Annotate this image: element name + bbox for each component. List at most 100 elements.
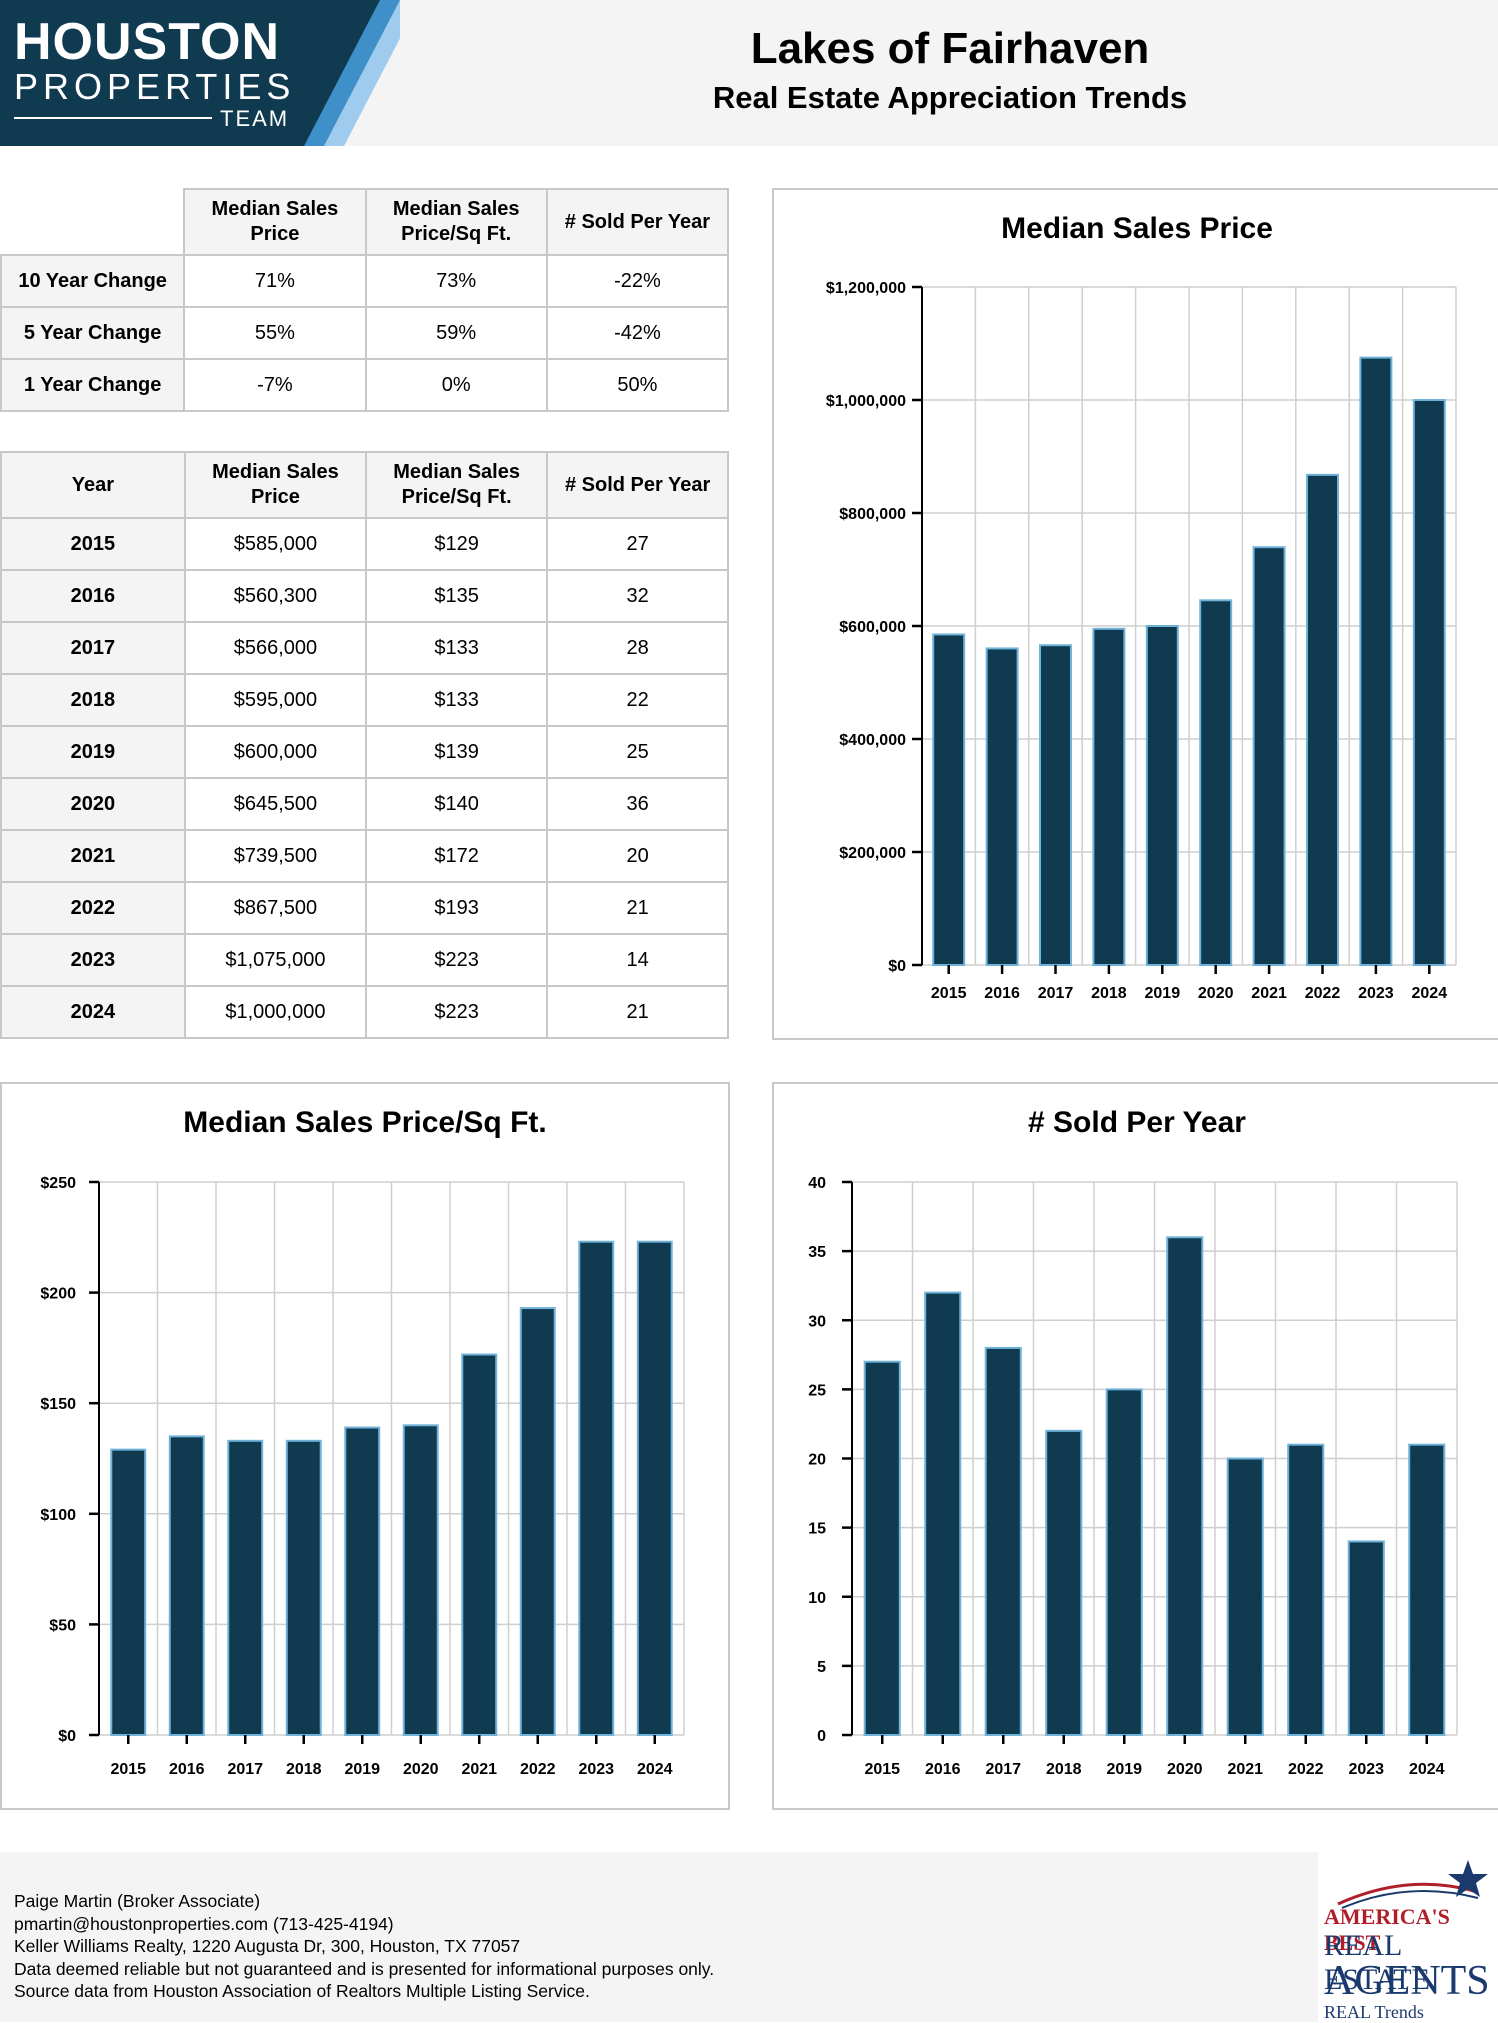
bar-2015[interactable] [110, 1448, 147, 1736]
yearly-data-table: Year Median Sales Price Median Sales Pri… [0, 451, 729, 1039]
bar-2021[interactable] [1226, 1457, 1264, 1736]
bar-2017[interactable] [984, 1346, 1022, 1736]
year-cell: 2016 [0, 569, 186, 623]
table-cell: -22% [545, 254, 730, 308]
column-header: Median Sales Price/Sq Ft. [364, 188, 548, 256]
x-tick-label: 2017 [227, 1761, 263, 1778]
table-cell: 32 [546, 569, 729, 623]
x-tick-label: 2022 [1288, 1761, 1324, 1778]
award-badge: AMERICA'S BEST REAL ESTATE AGENTS REAL T… [1318, 1852, 1498, 2022]
bar-2023[interactable] [578, 1240, 615, 1736]
table-cell: 55% [183, 306, 367, 360]
x-tick-label: 2018 [1046, 1761, 1082, 1778]
bar-2016[interactable] [168, 1435, 205, 1736]
y-tick-label: 5 [817, 1659, 826, 1676]
bar-2022[interactable] [1306, 473, 1339, 966]
bar-2021[interactable] [461, 1353, 498, 1736]
row-label: 5 Year Change [0, 306, 186, 360]
x-tick-label: 2016 [984, 985, 1020, 1002]
x-tick-label: 2023 [1358, 985, 1394, 1002]
y-tick-label: 10 [808, 1590, 826, 1607]
data-source: Source data from Houston Association of … [14, 1981, 590, 2001]
price-per-sqft-chart: Median Sales Price/Sq Ft. $0 $50 $100 $150 $2… [40, 1106, 685, 1778]
table-cell: $585,000 [183, 517, 368, 571]
table-cell: 20 [546, 829, 729, 883]
bar-2020[interactable] [1199, 599, 1233, 966]
table-cell: $645,500 [183, 777, 368, 831]
x-tick-label: 2019 [1145, 985, 1181, 1002]
sold-per-year-chart-panel: # Sold Per Year 0 5 10 15 20 25 30 35 40 2015 2016 2… [772, 1082, 1498, 1810]
column-header: Year [0, 451, 186, 519]
x-tick-label: 2015 [110, 1761, 146, 1778]
bar-2024[interactable] [636, 1240, 673, 1736]
badge-text-line3: AGENTS [1324, 1958, 1490, 2004]
year-cell: 2023 [0, 933, 186, 987]
y-tick-label: $200,000 [839, 845, 906, 862]
y-tick-label: $50 [49, 1617, 76, 1634]
bar-2020[interactable] [402, 1424, 439, 1736]
table-cell: 14 [546, 933, 729, 987]
table-row: 2016 $560,300 $135 32 [0, 569, 729, 623]
column-header: Median Sales Price [183, 451, 368, 519]
table-cell: 50% [545, 358, 730, 412]
y-tick-label: $250 [40, 1175, 76, 1192]
bar-2016[interactable] [924, 1291, 962, 1736]
y-tick-label: $1,000,000 [826, 393, 906, 410]
contact-info: Paige Martin (Broker Associate) pmartin@… [14, 1890, 714, 2003]
year-cell: 2024 [0, 985, 186, 1039]
badge-text-line1: AMERICA'S BEST [1324, 1904, 1450, 1955]
bar-2018[interactable] [1092, 627, 1126, 966]
bar-2021[interactable] [1252, 546, 1286, 966]
bar-2024[interactable] [1408, 1443, 1446, 1736]
table-cell: $867,500 [183, 881, 368, 935]
bar-2017[interactable] [227, 1439, 264, 1736]
table-cell: $223 [365, 933, 549, 987]
disclaimer: Data deemed reliable but not guaranteed … [14, 1958, 715, 1979]
bar-2018[interactable] [285, 1439, 322, 1736]
chart-title: # Sold Per Year [1028, 1106, 1246, 1139]
agent-contact[interactable]: pmartin@houstonproperties.com (713-425-4… [14, 1913, 394, 1934]
year-cell: 2017 [0, 621, 186, 675]
bar-2018[interactable] [1045, 1429, 1083, 1736]
bar-2019[interactable] [1105, 1388, 1143, 1736]
y-tick-label: 15 [808, 1521, 826, 1538]
table-row: 2023 $1,075,000 $223 14 [0, 933, 729, 987]
bar-2017[interactable] [1039, 644, 1072, 966]
bar-2020[interactable] [1166, 1236, 1204, 1737]
year-cell: 2020 [0, 777, 186, 831]
bar-2022[interactable] [1287, 1443, 1325, 1736]
y-tick-label: 25 [808, 1382, 826, 1399]
bar-2024[interactable] [1412, 399, 1446, 966]
y-tick-label: $800,000 [839, 506, 906, 523]
table-row: 2019 $600,000 $139 25 [0, 725, 729, 779]
bar-2019[interactable] [344, 1426, 381, 1736]
median-price-chart-panel: Median Sales Price $0 $200,000 $400,000 $600… [772, 188, 1498, 1040]
bar-2015[interactable] [863, 1360, 901, 1736]
column-header: Median Sales Price/Sq Ft. [365, 451, 549, 519]
table-row: 2017 $566,000 $133 28 [0, 621, 729, 675]
bar-2022[interactable] [519, 1307, 556, 1736]
table-cell: $566,000 [183, 621, 368, 675]
bar-2019[interactable] [1145, 625, 1179, 966]
y-tick-label: 40 [808, 1175, 826, 1192]
table-cell: $135 [365, 569, 549, 623]
company-logo[interactable]: HOUSTON PROPERTIES TEAM [0, 0, 420, 146]
table-cell: $1,075,000 [183, 933, 368, 987]
table-cell: 27 [546, 517, 729, 571]
table-cell: $1,000,000 [183, 985, 368, 1039]
table-row: 1 Year Change -7% 0% 50% [0, 358, 730, 412]
bar-2015[interactable] [932, 633, 966, 966]
year-cell: 2022 [0, 881, 186, 935]
x-tick-label: 2020 [1167, 1761, 1203, 1778]
x-tick-label: 2021 [1227, 1761, 1263, 1778]
table-row: 2020 $645,500 $140 36 [0, 777, 729, 831]
table-cell: $223 [365, 985, 549, 1039]
page-subtitle: Real Estate Appreciation Trends [712, 80, 1188, 115]
y-tick-label: 30 [808, 1313, 826, 1330]
bar-2016[interactable] [985, 647, 1019, 966]
bar-2023[interactable] [1347, 1540, 1385, 1737]
bar-2023[interactable] [1359, 356, 1393, 966]
table-cell: $560,300 [183, 569, 368, 623]
x-tick-label: 2016 [925, 1761, 961, 1778]
table-cell: 71% [183, 254, 367, 308]
